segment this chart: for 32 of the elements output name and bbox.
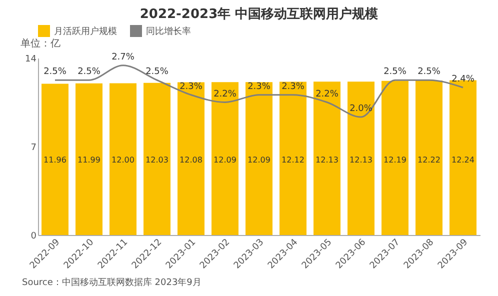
data-label: 12.12: [282, 156, 304, 165]
data-label: 12.24: [452, 156, 474, 165]
data-label: 12.08: [180, 156, 202, 165]
chart-title: 2022-2023年 中国移动互联网用户规模: [140, 6, 378, 22]
data-label: 12.09: [248, 156, 270, 165]
data-label: 12.03: [146, 156, 168, 165]
data-label: 2.5%: [78, 67, 101, 78]
data-label: 12.22: [418, 156, 440, 165]
data-label: 11.96: [44, 156, 66, 165]
y-tick-label: 14: [25, 54, 37, 64]
data-label: 2.5%: [44, 67, 67, 78]
legend-label: 月活跃用户规模: [54, 26, 117, 37]
y-tick-label: 0: [30, 232, 37, 242]
y-axis-title: 单位：亿: [20, 38, 60, 50]
source-note: Source：中国移动互联网数据库 2023年9月: [22, 276, 202, 289]
data-label: 2.5%: [384, 67, 407, 78]
data-label: 2.3%: [248, 82, 271, 92]
data-label: 2.3%: [180, 82, 203, 92]
data-label: 2.3%: [282, 82, 305, 92]
data-label: 12.13: [350, 156, 372, 165]
data-label: 2.5%: [418, 67, 441, 78]
data-label: 12.13: [316, 156, 338, 165]
data-label: 12.00: [112, 156, 134, 165]
data-label: 12.09: [214, 156, 236, 165]
data-label: 12.19: [384, 156, 406, 165]
y-tick-label: 7: [30, 143, 36, 153]
data-label: 2.2%: [214, 89, 237, 100]
data-label: 2.7%: [112, 52, 135, 62]
data-label: 11.99: [78, 156, 100, 165]
data-label: 2.2%: [316, 89, 339, 100]
legend-label: 同比增长率: [146, 26, 191, 37]
data-label: 2.5%: [146, 67, 169, 78]
